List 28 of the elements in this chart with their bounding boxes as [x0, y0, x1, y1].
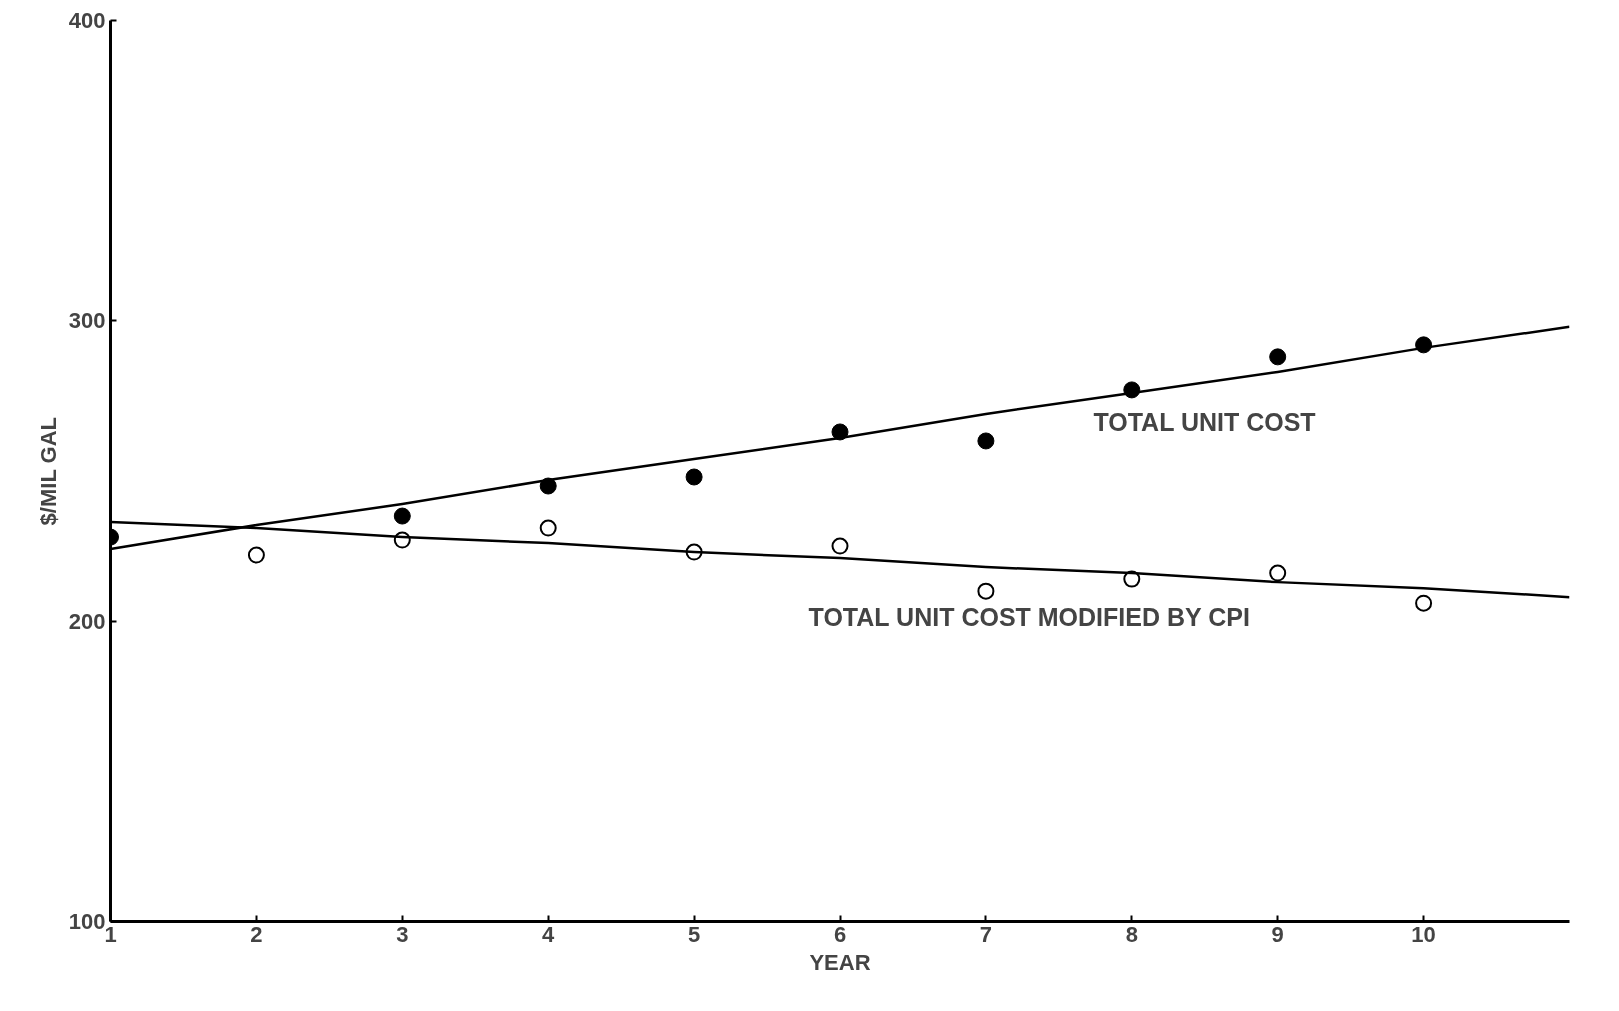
point: [247, 546, 265, 564]
point: [1269, 348, 1287, 366]
x-tick-label: 2: [250, 921, 263, 947]
point: [831, 537, 849, 555]
point: [393, 507, 411, 525]
x-tick-label: 7: [979, 921, 993, 947]
x-tick-label: 9: [1271, 921, 1284, 947]
y-axis-title: $/MIL GAL: [35, 417, 61, 526]
point: [539, 519, 557, 537]
point: [1269, 564, 1287, 582]
x-tick-label: 6: [833, 921, 847, 947]
point: [685, 468, 703, 486]
x-tick-label: 10: [1411, 921, 1436, 947]
point: [977, 432, 995, 450]
x-axis-title: YEAR: [809, 949, 871, 975]
y-tick-label: 200: [68, 608, 106, 634]
x-tick-label: 1: [104, 921, 117, 947]
y-tick-label: 400: [68, 8, 106, 33]
x-tick-label: 3: [396, 921, 409, 947]
y-tick-label: 300: [68, 308, 106, 334]
x-tick-label: 5: [687, 921, 701, 947]
y-tick-label: 100: [68, 909, 106, 934]
annotation: TOTAL UNIT COST: [1093, 408, 1316, 437]
point: [977, 582, 995, 600]
x-tick-label: 4: [542, 921, 556, 947]
x-tick-label: 8: [1125, 921, 1138, 947]
point: [1415, 594, 1433, 612]
annotation: TOTAL UNIT COST MODIFIED BY CPI: [808, 603, 1250, 632]
